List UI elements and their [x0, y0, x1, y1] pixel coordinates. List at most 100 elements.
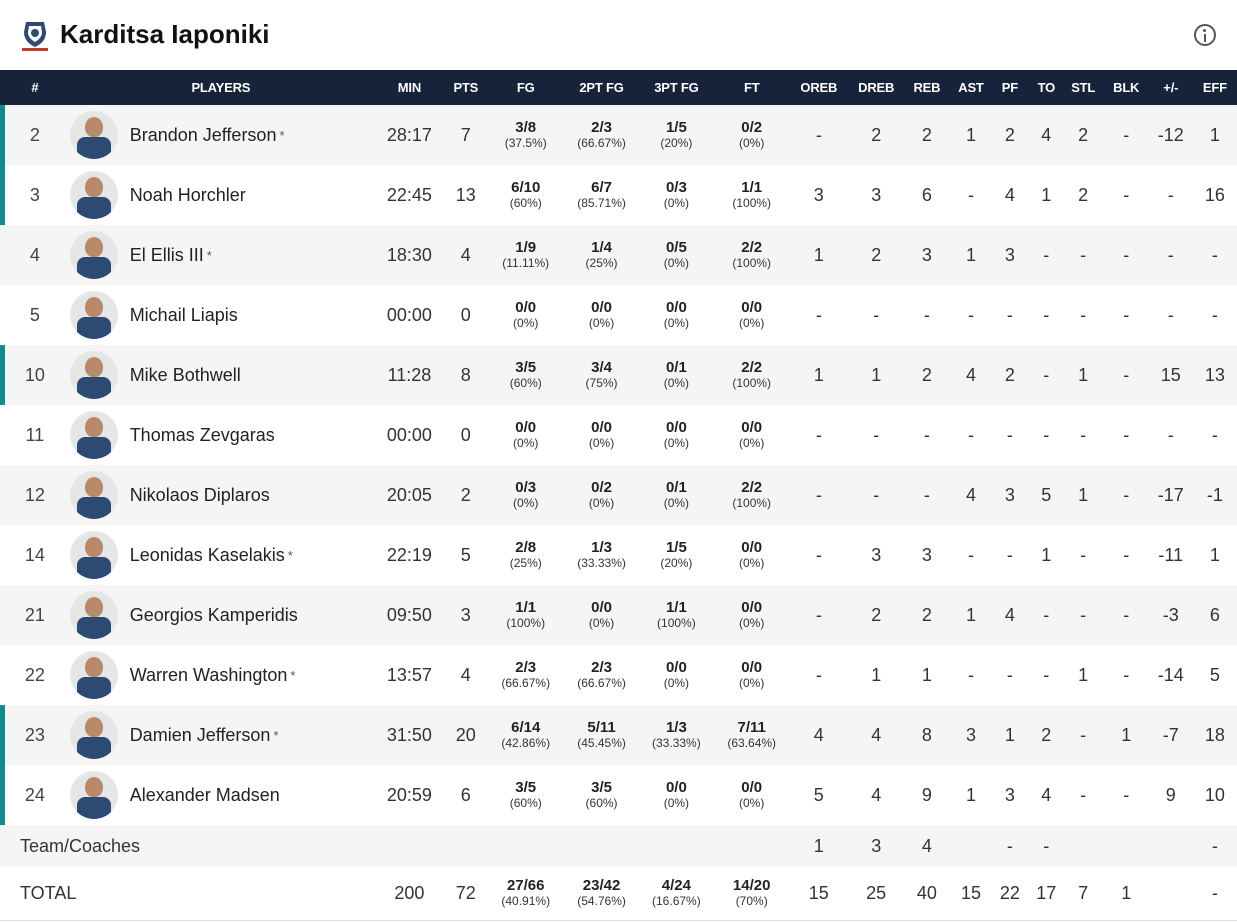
player-cell[interactable]: Damien Jefferson * [69, 705, 372, 765]
player-cell[interactable]: Thomas Zevgaras [69, 405, 372, 465]
player-to: 4 [1041, 784, 1052, 805]
player-row[interactable]: 21 Georgios Kamperidis 09:50 3 1/1 (100%) 0/0(… [0, 585, 1237, 645]
player-plus-minus: - [1167, 184, 1174, 205]
total-reb: 40 [916, 882, 937, 903]
player-number: 11 [25, 424, 45, 445]
player-2pt-fg: 6/7 (85.71%) [577, 179, 626, 210]
col-header-to[interactable]: TO [1037, 80, 1056, 95]
player-pf: 4 [1004, 184, 1015, 205]
box-score-table: # PLAYERS MIN PTS FG 2PT FG 3PT FG FT OR… [0, 70, 1237, 921]
player-name[interactable]: Thomas Zevgaras [129, 424, 275, 445]
player-blk: - [1123, 664, 1130, 685]
player-name[interactable]: Michail Liapis [129, 304, 238, 325]
player-stl: - [1080, 424, 1087, 445]
col-header-ft[interactable]: FT [743, 80, 760, 95]
col-header-fg[interactable]: FG [516, 80, 535, 95]
player-name[interactable]: Mike Bothwell [129, 364, 241, 385]
player-cell[interactable]: Michail Liapis [69, 285, 372, 345]
player-row[interactable]: 23 Damien Jefferson * 31:50 20 6/14 (42.86%) 5/… [0, 705, 1237, 765]
player-2pt-fg: 1/4 (25%) [585, 239, 618, 270]
player-fg: 1/1 (100%) [506, 599, 546, 630]
player-name[interactable]: Warren Washington [129, 664, 288, 685]
total-to: 17 [1036, 882, 1057, 903]
player-cell[interactable]: El Ellis III * [69, 225, 372, 285]
player-pts: 4 [460, 244, 471, 265]
player-row[interactable]: 3 Noah Horchler 22:45 13 6/10 (60%) 6/7 (85.71%… [0, 165, 1237, 225]
player-row[interactable]: 5 Michail Liapis 00:00 0 0/0 (0%) 0/0 (0%) 0/0 (0… [0, 285, 1237, 345]
col-header-3pt-fg[interactable]: 3PT FG [654, 80, 699, 95]
player-row[interactable]: 4 El Ellis III * 18:30 4 1/9 (11.11%) 1/4 (25%) 0… [0, 225, 1237, 285]
player-reb: - [923, 424, 930, 445]
col-header-ast[interactable]: AST [958, 80, 984, 95]
player-cell[interactable]: Georgios Kamperidis [69, 585, 372, 645]
player-pf: 3 [1004, 784, 1015, 805]
player-name[interactable]: Leonidas Kaselakis [129, 544, 285, 565]
player-reb: 3 [921, 244, 932, 265]
player-2pt-fg: 3/5 (60%) [585, 779, 618, 810]
player-name[interactable]: Noah Horchler [129, 184, 246, 205]
player-row[interactable]: 11 Thomas Zevgaras 00:00 0 0/0 (0%) 0/0 (0%) 0/0… [0, 405, 1237, 465]
player-eff: 6 [1209, 604, 1220, 625]
player-row[interactable]: 14 Leonidas Kaselakis * 22:19 5 2/8 (25%) 1/3 (3… [0, 525, 1237, 585]
player-row[interactable]: 12 Nikolaos Diplaros 20:05 2 0/3 (0%) 0/2 (0%) 0… [0, 465, 1237, 525]
player-oreb: - [815, 604, 822, 625]
player-row[interactable]: 22 Warren Washington * 13:57 4 2/3 (66.67%) 2/3… [0, 645, 1237, 705]
player-2pt-fg: 3/4 (75%) [585, 359, 618, 390]
col-header-pf[interactable]: PF [1001, 80, 1019, 95]
player-oreb: - [815, 124, 822, 145]
col-header-number[interactable]: # [31, 80, 39, 95]
player-name[interactable]: Alexander Madsen [129, 784, 280, 805]
player-fg: 2/8 (25%) [509, 539, 542, 570]
col-header-min[interactable]: MIN [397, 80, 422, 95]
player-number: 5 [29, 304, 40, 325]
col-header-2pt-fg[interactable]: 2PT FG [579, 80, 624, 95]
starter-asterisk: * [287, 547, 293, 563]
player-ft: 0/0 (0%) [739, 419, 765, 450]
player-name[interactable]: Nikolaos Diplaros [129, 484, 270, 505]
player-cell[interactable]: Leonidas Kaselakis * [69, 525, 372, 585]
player-name[interactable]: Georgios Kamperidis [129, 604, 298, 625]
player-number: 2 [0, 105, 70, 165]
player-cell[interactable]: Warren Washington * [69, 645, 372, 705]
player-name[interactable]: Brandon Jefferson [129, 124, 277, 145]
col-header-dreb[interactable]: DREB [858, 80, 895, 95]
player-row[interactable]: 24 Alexander Madsen 20:59 6 3/5 (60%) 3/5 (60%)… [0, 765, 1237, 825]
player-2pt-fg: 0/0 (0%) [588, 299, 615, 330]
player-cell[interactable]: Noah Horchler [69, 165, 372, 225]
player-ast: - [967, 304, 974, 325]
player-avatar [69, 471, 118, 519]
info-icon[interactable] [1194, 24, 1216, 46]
player-min: 28:17 [386, 124, 432, 145]
player-cell[interactable]: Nikolaos Diplaros [69, 465, 372, 525]
player-ft: 1/1 (100%) [732, 179, 772, 210]
col-header-plus-minus[interactable]: +/- [1163, 80, 1179, 95]
player-fg: 0/0 (0%) [513, 419, 539, 450]
player-stl: 2 [1078, 124, 1089, 145]
player-row[interactable]: 2 Brandon Jefferson * 28:17 7 3/8 (37.5%) 2/3 (6… [0, 105, 1237, 165]
player-min: 18:30 [386, 244, 432, 265]
player-2pt-fg: 0/0 (0%) [588, 419, 615, 450]
player-pf: 2 [1004, 364, 1015, 385]
col-header-blk[interactable]: BLK [1113, 80, 1140, 95]
col-header-players[interactable]: PLAYERS [191, 80, 251, 95]
col-header-oreb[interactable]: OREB [800, 80, 838, 95]
player-row[interactable]: 10 Mike Bothwell 11:28 8 3/5 (60%) 3/4 (75%) 0/1… [0, 345, 1237, 405]
player-blk: - [1123, 244, 1130, 265]
player-pf: 3 [1004, 484, 1015, 505]
player-dreb: - [873, 304, 880, 325]
player-cell[interactable]: Mike Bothwell [69, 345, 372, 405]
player-ast: - [967, 544, 974, 565]
player-cell[interactable]: Brandon Jefferson * [69, 105, 372, 165]
col-header-reb[interactable]: REB [913, 80, 941, 95]
player-name[interactable]: Damien Jefferson [129, 724, 271, 745]
col-header-pts[interactable]: PTS [453, 80, 479, 95]
player-ft: 0/2 (0%) [739, 119, 765, 150]
total-min: 200 [394, 882, 425, 903]
player-fg: 6/10 (60%) [509, 179, 542, 210]
player-stl: 2 [1078, 184, 1089, 205]
player-reb: 2 [921, 604, 932, 625]
player-cell[interactable]: Alexander Madsen [69, 765, 372, 825]
col-header-stl[interactable]: STL [1071, 80, 1096, 95]
col-header-eff[interactable]: EFF [1202, 80, 1227, 95]
player-name[interactable]: El Ellis III [129, 244, 204, 265]
